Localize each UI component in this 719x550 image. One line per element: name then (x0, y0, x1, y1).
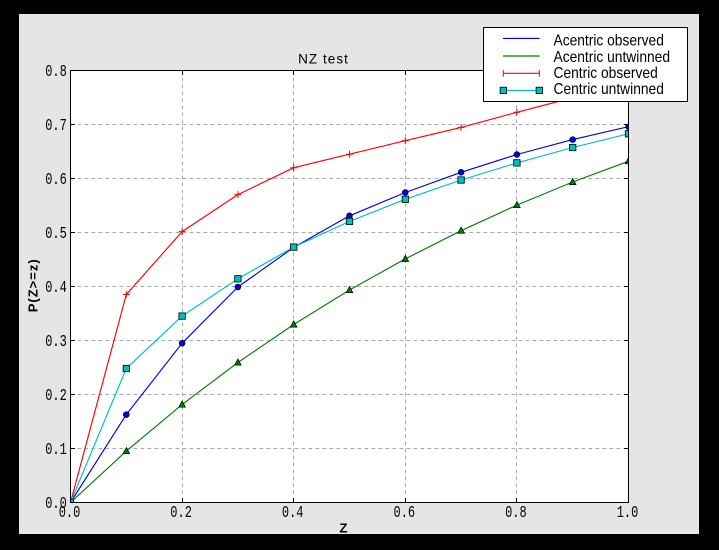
svg-text:0.0: 0.0 (45, 495, 67, 513)
svg-text:Acentric untwinned: Acentric untwinned (554, 49, 671, 66)
svg-text:Centric untwinned: Centric untwinned (554, 81, 664, 98)
svg-text:0.1: 0.1 (45, 441, 67, 459)
svg-text:0.8: 0.8 (45, 63, 67, 81)
svg-text:NZ test: NZ test (298, 52, 349, 67)
svg-text:0.6: 0.6 (45, 171, 67, 189)
svg-text:0.5: 0.5 (45, 225, 67, 243)
svg-text:0.7: 0.7 (45, 117, 67, 135)
svg-text:Z: Z (340, 521, 348, 536)
svg-text:0.4: 0.4 (282, 504, 304, 522)
svg-text:Acentric observed: Acentric observed (554, 33, 664, 50)
svg-text:0.3: 0.3 (45, 333, 67, 351)
svg-text:0.2: 0.2 (170, 504, 192, 522)
svg-text:1.0: 1.0 (617, 504, 639, 522)
svg-text:P(Z>=z): P(Z>=z) (26, 258, 41, 312)
svg-text:0.0: 0.0 (59, 504, 81, 522)
svg-text:0.4: 0.4 (45, 279, 67, 297)
svg-text:0.6: 0.6 (394, 504, 416, 522)
svg-text:0.2: 0.2 (45, 387, 67, 405)
svg-text:Centric observed: Centric observed (554, 65, 658, 82)
svg-text:0.8: 0.8 (505, 504, 527, 522)
